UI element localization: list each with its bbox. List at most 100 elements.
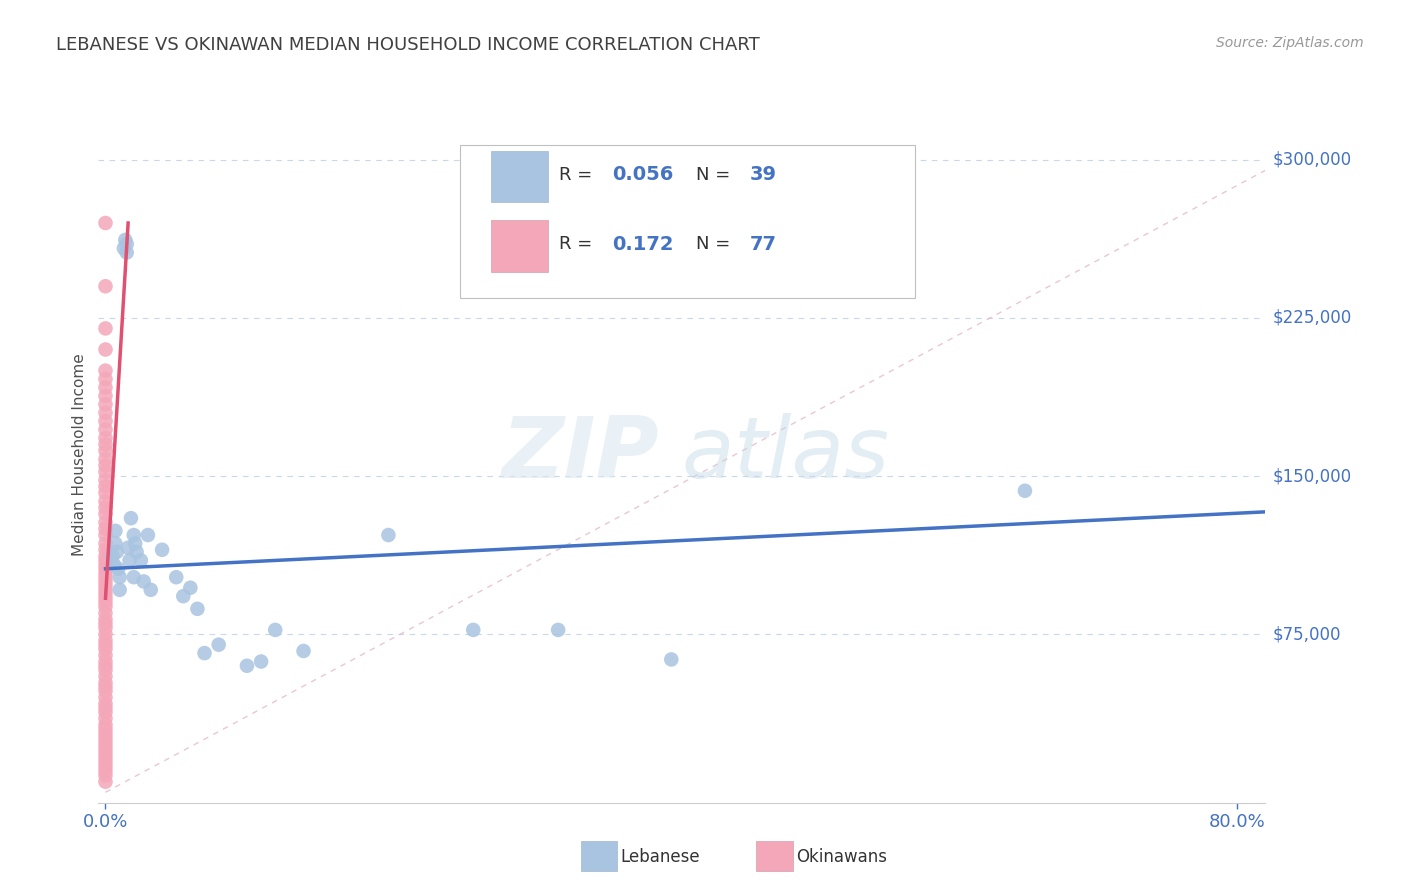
Point [124, 536, 146, 550]
Point [94, 443, 117, 458]
Text: R =: R = [560, 235, 599, 253]
Point [94, 701, 117, 715]
Text: Lebanese: Lebanese [620, 848, 700, 866]
Point [115, 245, 138, 260]
Point [94, 722, 117, 736]
Point [94, 734, 117, 748]
Point [114, 233, 136, 247]
Point [94, 507, 117, 521]
Point [122, 570, 145, 584]
Point [136, 528, 159, 542]
Point [94, 579, 117, 593]
Point [94, 663, 117, 677]
Point [94, 633, 117, 648]
Point [94, 397, 117, 411]
Point [463, 623, 485, 637]
Text: LEBANESE VS OKINAWAN MEDIAN HOUSEHOLD INCOME CORRELATION CHART: LEBANESE VS OKINAWAN MEDIAN HOUSEHOLD IN… [56, 36, 761, 54]
Point [94, 279, 117, 293]
Point [105, 545, 128, 559]
Point [94, 423, 117, 437]
Point [94, 627, 117, 641]
Point [118, 553, 141, 567]
Point [112, 241, 135, 255]
Point [94, 473, 117, 487]
Point [94, 566, 117, 580]
Point [129, 553, 152, 567]
Point [193, 646, 215, 660]
Point [94, 705, 117, 719]
Text: N =: N = [696, 235, 735, 253]
Text: 39: 39 [749, 165, 776, 184]
Point [292, 644, 315, 658]
Point [94, 363, 117, 377]
Point [94, 343, 117, 357]
Point [94, 756, 117, 770]
Point [264, 623, 287, 637]
Point [94, 599, 117, 614]
Point [94, 458, 117, 473]
Point [94, 648, 117, 663]
Point [1014, 483, 1036, 498]
Text: $300,000: $300,000 [1272, 151, 1351, 169]
Point [94, 558, 117, 572]
Text: $75,000: $75,000 [1272, 625, 1341, 643]
Point [94, 553, 117, 567]
Point [117, 541, 139, 555]
Point [94, 591, 117, 606]
Point [104, 536, 127, 550]
Point [94, 479, 117, 493]
Point [94, 764, 117, 779]
Point [94, 768, 117, 782]
Point [94, 528, 117, 542]
Point [139, 582, 162, 597]
Point [94, 739, 117, 753]
Point [94, 680, 117, 694]
Point [94, 465, 117, 479]
Point [107, 562, 129, 576]
Text: 0.056: 0.056 [612, 165, 673, 184]
Point [94, 731, 117, 745]
Point [101, 549, 124, 563]
Point [186, 602, 208, 616]
Text: Okinawans: Okinawans [796, 848, 887, 866]
Text: atlas: atlas [682, 413, 890, 497]
Point [165, 570, 187, 584]
Point [94, 669, 117, 683]
Text: ZIP: ZIP [501, 413, 658, 497]
Point [547, 623, 569, 637]
Point [94, 406, 117, 420]
Point [94, 414, 117, 428]
Point [94, 321, 117, 335]
Point [94, 760, 117, 774]
Point [94, 655, 117, 669]
Point [94, 574, 117, 589]
Text: N =: N = [696, 166, 735, 184]
Point [122, 528, 145, 542]
Point [94, 500, 117, 515]
Point [94, 452, 117, 467]
Point [94, 216, 117, 230]
Text: $225,000: $225,000 [1272, 309, 1351, 326]
Point [108, 570, 131, 584]
Y-axis label: Median Household Income: Median Household Income [72, 353, 87, 557]
Point [94, 562, 117, 576]
FancyBboxPatch shape [491, 220, 548, 272]
Point [94, 606, 117, 620]
Point [208, 638, 231, 652]
Point [125, 545, 148, 559]
Point [94, 751, 117, 765]
Point [94, 638, 117, 652]
Point [94, 372, 117, 386]
Point [94, 690, 117, 705]
Point [94, 570, 117, 584]
Point [94, 494, 117, 508]
Text: 0.172: 0.172 [612, 235, 673, 253]
Point [94, 616, 117, 631]
Point [108, 582, 131, 597]
Text: Source: ZipAtlas.com: Source: ZipAtlas.com [1216, 36, 1364, 50]
Point [94, 726, 117, 740]
Point [94, 516, 117, 530]
Point [94, 486, 117, 500]
Point [94, 697, 117, 711]
Point [94, 675, 117, 690]
